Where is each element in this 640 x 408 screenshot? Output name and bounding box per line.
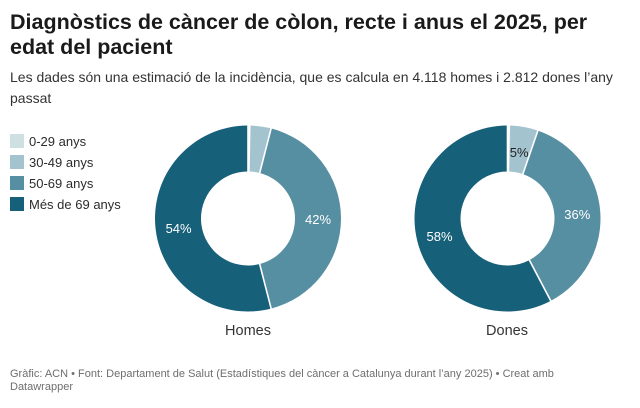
svg-text:58%: 58% (426, 229, 452, 244)
svg-text:42%: 42% (305, 212, 331, 227)
svg-text:5%: 5% (510, 145, 529, 160)
svg-text:54%: 54% (166, 221, 192, 236)
svg-text:36%: 36% (564, 207, 590, 222)
